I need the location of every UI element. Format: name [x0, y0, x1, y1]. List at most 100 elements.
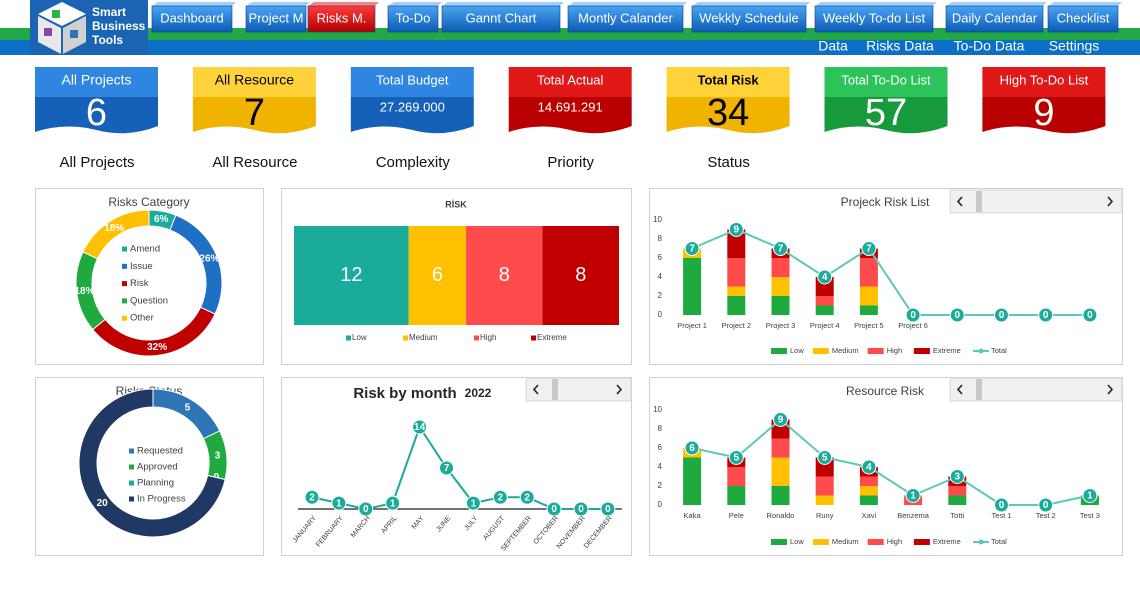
data-label: 0 — [363, 504, 369, 515]
kpi-label: High To-Do List — [1000, 72, 1089, 87]
scroll-bar[interactable] — [525, 377, 632, 402]
bar-label: 12 — [340, 264, 362, 286]
y-tick-label: 10 — [653, 215, 662, 224]
kpi-body — [508, 97, 632, 134]
nav-tab[interactable]: Wekkly Schedule — [691, 2, 810, 33]
total-marker — [994, 497, 1009, 513]
chart-title: Risks Category — [108, 195, 189, 209]
legend-swatch — [771, 539, 787, 545]
tab-face — [1047, 5, 1119, 33]
total-marker — [1038, 497, 1054, 513]
header-blue-band — [0, 40, 1140, 55]
legend-label: Extreme — [933, 537, 961, 546]
tab-label: To-Do — [396, 10, 431, 25]
kpi-card: All Resource 7 — [192, 67, 316, 134]
tab-label: Checklist — [1057, 10, 1110, 25]
total-label: 5 — [734, 453, 740, 464]
tab-side — [692, 2, 810, 6]
tab-side — [815, 2, 937, 6]
scroll-bar[interactable] — [949, 189, 1123, 214]
legend-swatch — [122, 298, 127, 304]
tab-face — [387, 5, 439, 33]
data-marker — [546, 501, 562, 517]
legend-dot — [978, 539, 984, 545]
bar-segment — [948, 495, 967, 505]
header-link[interactable]: Data — [818, 38, 848, 54]
nav-tab[interactable]: Gannt Chart — [441, 2, 564, 33]
scroll-right[interactable] — [616, 384, 623, 395]
nav-tab[interactable]: Weekly To-do List — [814, 2, 937, 33]
x-tick-label: Project 6 — [898, 321, 928, 330]
data-label: 2 — [524, 492, 530, 503]
filter-title: Priority — [547, 154, 594, 171]
scroll-left[interactable] — [532, 384, 539, 395]
scroll-bar[interactable] — [949, 377, 1123, 402]
data-marker — [492, 489, 508, 505]
scroll-left[interactable] — [956, 384, 963, 395]
scroll-right[interactable] — [1107, 384, 1114, 395]
legend-label: Risk — [130, 278, 149, 289]
nav-tab[interactable]: Montly Calander — [567, 2, 687, 33]
nav-tab[interactable]: Checklist — [1047, 2, 1122, 33]
bar-label: 8 — [499, 264, 510, 286]
scroll-right[interactable] — [1107, 196, 1114, 207]
scroll-left[interactable] — [956, 196, 963, 207]
scroll-thumb[interactable] — [976, 191, 982, 212]
bar-segment — [815, 296, 834, 306]
nav-tab[interactable]: Dashboard — [151, 2, 236, 33]
nav-tab[interactable]: Risks M. — [307, 2, 379, 33]
header-link[interactable]: Settings — [1049, 38, 1100, 54]
legend-swatch — [771, 348, 787, 354]
bar-segment — [815, 495, 834, 505]
bar-segment — [771, 457, 790, 486]
scroll-thumb[interactable] — [976, 379, 982, 400]
total-label: 4 — [822, 272, 828, 283]
data-label: 1 — [471, 498, 477, 509]
data-marker — [331, 495, 347, 511]
total-label: 7 — [866, 244, 872, 255]
bar-label: 8 — [575, 264, 586, 286]
total-label: 0 — [955, 310, 961, 321]
kpi-head — [350, 67, 474, 97]
total-marker — [861, 241, 877, 256]
legend-swatch — [867, 348, 884, 354]
legend-label: Low — [790, 346, 804, 355]
nav-tab[interactable]: Daily Calendar — [945, 2, 1047, 33]
kpi-card: Total Actual 14.691.291 — [508, 67, 632, 134]
bar-segment — [727, 229, 746, 258]
scroll-thumb[interactable] — [552, 379, 558, 400]
data-marker — [519, 489, 535, 505]
legend-label: Approved — [137, 462, 178, 473]
nav-tab[interactable]: Project M — [245, 2, 310, 33]
tab-label: Weekly To-do List — [823, 10, 926, 25]
tab-side — [388, 2, 442, 6]
bar-segment — [859, 286, 878, 306]
header-link[interactable]: Risks Data — [866, 38, 934, 54]
bar-segment — [859, 305, 878, 315]
total-marker — [1038, 307, 1054, 323]
filter-title: Complexity — [376, 154, 451, 171]
legend-swatch — [867, 539, 884, 545]
data-label: 2 — [498, 492, 504, 503]
data-marker — [358, 501, 374, 517]
donut-slice — [78, 388, 226, 538]
kpi-value: 27.269.000 — [380, 99, 445, 114]
nav-tab[interactable]: To-Do — [387, 2, 442, 33]
tab-side — [946, 2, 1047, 6]
legend-swatch — [122, 315, 127, 321]
tab-side — [1048, 2, 1122, 6]
data-marker — [412, 419, 428, 435]
kpi-head — [35, 67, 158, 97]
x-tick-label: Project 3 — [766, 321, 796, 330]
bar-segment — [727, 296, 746, 315]
header-link[interactable]: To-Do Data — [954, 38, 1025, 54]
legend-dot — [978, 348, 984, 354]
legend-swatch — [812, 539, 829, 545]
panel-frame — [281, 377, 632, 556]
bar-segment — [466, 226, 543, 325]
tab-label: Dashboard — [160, 10, 224, 25]
kpi-value: 7 — [244, 92, 265, 134]
